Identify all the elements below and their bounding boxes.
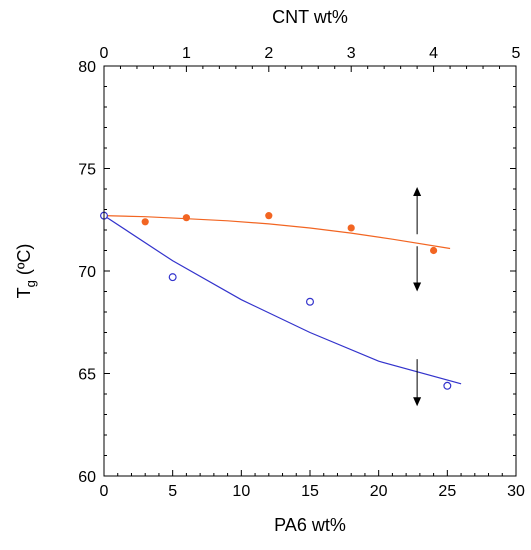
bottom-tick-label: 25 bbox=[438, 483, 456, 500]
top-data-point bbox=[430, 246, 438, 255]
bottom-tick-label: 15 bbox=[301, 483, 319, 500]
bottom-tick-label: 30 bbox=[507, 483, 525, 500]
top-tick-label: 3 bbox=[347, 45, 356, 62]
double-arrow-down-head bbox=[413, 282, 422, 292]
top-data-point bbox=[265, 212, 273, 220]
top-tick-label: 5 bbox=[512, 45, 521, 62]
tick-labels: 0 5 10 15 20 25 30 0 1 2 3 4 5 60 65 70 75 80 bbox=[78, 45, 525, 500]
y-tick-label: 65 bbox=[78, 367, 96, 384]
y-axis-label: Tg (ºC) bbox=[14, 244, 38, 299]
data-points bbox=[99, 211, 452, 390]
arrow-annotations bbox=[413, 186, 422, 407]
bottom-tick-label: 10 bbox=[232, 483, 250, 500]
bottom-data-point bbox=[306, 297, 315, 306]
bottom-axis-label: PA6 wt% bbox=[274, 515, 346, 535]
bottom-tick-label: 20 bbox=[370, 483, 388, 500]
fit-lines bbox=[103, 215, 462, 385]
double-arrow-up-head bbox=[413, 186, 422, 196]
bottom-data-point bbox=[168, 273, 177, 282]
bottom-data-point bbox=[443, 381, 452, 390]
y-axis-label-unit: (ºC) bbox=[14, 244, 34, 281]
down-arrow-head bbox=[413, 397, 422, 407]
top-tick-label: 1 bbox=[182, 45, 191, 62]
bottom-tick-label: 0 bbox=[100, 483, 109, 500]
top-axis-label: CNT wt% bbox=[272, 7, 348, 27]
y-tick-label: 70 bbox=[78, 264, 96, 281]
y-axis-label-main: T bbox=[14, 287, 34, 298]
tick-marks bbox=[103, 65, 517, 477]
top-fit-line bbox=[103, 215, 451, 250]
top-tick-label: 0 bbox=[100, 45, 109, 62]
plot-frame bbox=[103, 65, 517, 477]
bottom-tick-label: 5 bbox=[168, 483, 177, 500]
top-data-point bbox=[347, 224, 355, 232]
y-tick-label: 60 bbox=[78, 469, 96, 486]
top-tick-label: 2 bbox=[264, 45, 273, 62]
top-data-point bbox=[182, 214, 190, 222]
top-data-point bbox=[141, 218, 149, 226]
y-axis-label-sub: g bbox=[23, 280, 38, 287]
bottom-fit-line bbox=[103, 215, 462, 385]
top-tick-label: 4 bbox=[429, 45, 438, 62]
y-tick-label: 75 bbox=[78, 162, 96, 179]
y-tick-label: 80 bbox=[78, 59, 96, 76]
